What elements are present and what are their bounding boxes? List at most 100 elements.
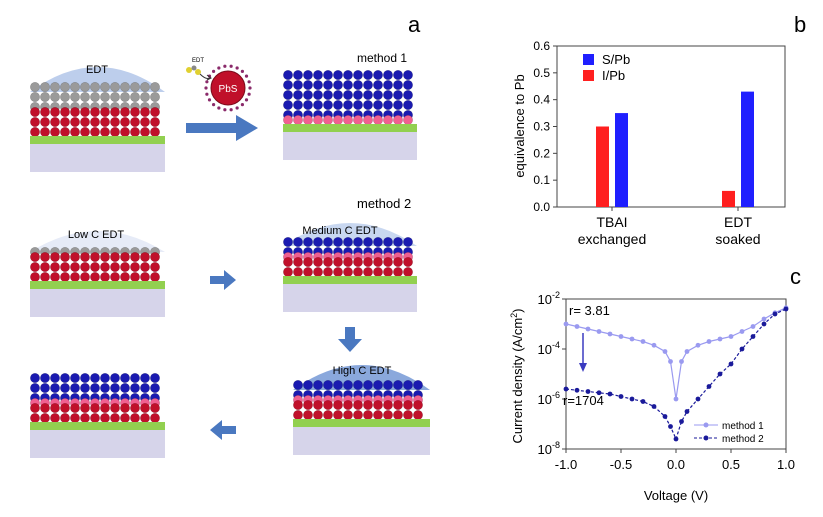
nanocrystal-dot [130, 252, 140, 262]
bar-y-axis-label: equivalence to Pb [512, 74, 527, 177]
nanocrystal-dot [313, 80, 323, 90]
green-layer [283, 124, 417, 132]
iv-point-method-1 [706, 339, 712, 344]
nanocrystal-dot [403, 115, 413, 125]
nanocrystal-dot [50, 82, 60, 92]
nanocrystal-dot [383, 115, 393, 125]
nanocrystal-dot [383, 90, 393, 100]
iv-point-method-2 [668, 424, 673, 429]
arrow-down-method2 [338, 327, 362, 352]
nanocrystal-dot [130, 272, 140, 282]
medium-c-edt-label: Medium C EDT [302, 225, 377, 237]
bar-category-label: exchanged [578, 231, 647, 247]
ligand-dot [211, 69, 216, 73]
nanocrystal-dot [313, 267, 323, 277]
nanocrystal-dot [323, 80, 333, 90]
green-layer [30, 422, 165, 430]
nanocrystal-dot [40, 403, 50, 413]
nanocrystal-dot [303, 70, 313, 80]
bar-category-label: EDT [724, 214, 752, 230]
nanocrystal-dot [393, 70, 403, 80]
nanocrystal-dot [110, 272, 120, 282]
nanocrystal-dot [120, 403, 130, 413]
nanocrystal-dot [110, 403, 120, 413]
pbs-core [210, 70, 246, 106]
nanocrystal-dot [323, 400, 333, 410]
nanocrystal-dot [283, 90, 293, 100]
nanocrystal-dot [303, 410, 313, 420]
ligand-dot [204, 86, 208, 90]
iv-point-method-2 [739, 346, 745, 352]
iv-point-method-1 [607, 331, 613, 337]
nanocrystal-dot [100, 252, 110, 262]
nanocrystal-dot [313, 410, 323, 420]
nanocrystal-dot [150, 272, 160, 282]
nanocrystal-dot [80, 127, 90, 137]
nanocrystal-dot [30, 383, 40, 393]
nanocrystal-dot [293, 90, 303, 100]
nanocrystal-dot [303, 90, 313, 100]
nanocrystal-dot [373, 380, 383, 390]
nanocrystal-dot [120, 383, 130, 393]
nanocrystal-dot [373, 80, 383, 90]
nanocrystal-dot [40, 107, 50, 117]
nanocrystal-dot [333, 80, 343, 90]
nanocrystal-dot [353, 410, 363, 420]
nanocrystal-dot [313, 70, 323, 80]
iv-x-ticks: -1.0 -0.5 0.0 0.5 1.0 [555, 449, 795, 472]
nanocrystal-dot [333, 380, 343, 390]
nanocrystal-dot [150, 252, 160, 262]
nanocrystal-dot [120, 272, 130, 282]
nanocrystal-dot [353, 257, 363, 267]
nanocrystal-dot [313, 90, 323, 100]
iv-x-tick-label: 0.0 [667, 457, 685, 472]
nanocrystal-dot [373, 90, 383, 100]
nanocrystal-dot [363, 237, 373, 247]
nanocrystal-dot [80, 252, 90, 262]
legend-method1: method 1 [722, 421, 764, 432]
iv-point-method-2 [673, 436, 679, 442]
nanocrystal-dot [303, 100, 313, 110]
legend-swatch-i-pb [583, 70, 594, 81]
nanocrystal-dot [130, 117, 140, 127]
nanocrystal-dot [333, 257, 343, 267]
nanocrystal-dot [40, 127, 50, 137]
nanocrystal-dot [70, 413, 80, 423]
nanocrystal-dot [80, 272, 90, 282]
nanocrystal-dot [313, 115, 323, 125]
nanocrystal-dot [50, 117, 60, 127]
nanocrystal-dot [70, 92, 80, 102]
nanocrystal-dot [50, 92, 60, 102]
nanocrystal-dot [90, 413, 100, 423]
ligand-dot [229, 108, 233, 112]
iv-point-method-2 [618, 394, 624, 399]
nanocrystal-dot [30, 117, 40, 127]
nanocrystal-dot [30, 107, 40, 117]
iv-x-tick-label: -1.0 [555, 457, 577, 472]
nanocrystal-dot [293, 380, 303, 390]
nanocrystal-dot [283, 80, 293, 90]
nanocrystal-dot [140, 117, 150, 127]
edt-small-label: EDT [192, 58, 204, 64]
nanocrystal-dot [323, 257, 333, 267]
nanocrystal-dot [140, 107, 150, 117]
green-layer [293, 419, 430, 427]
nanocrystal-dot [60, 127, 70, 137]
nanocrystal-dot [140, 373, 150, 383]
nanocrystal-dot [403, 400, 413, 410]
annotation-arrow [579, 333, 587, 372]
nanocrystal-dot [70, 383, 80, 393]
nanocrystal-dot [353, 90, 363, 100]
bar-category-label: TBAI [596, 214, 627, 230]
nanocrystal-dot [50, 373, 60, 383]
nanocrystal-dot [130, 383, 140, 393]
nanocrystal-dot [110, 252, 120, 262]
iv-point-method-1 [750, 324, 756, 329]
nanocrystal-dot [130, 92, 140, 102]
iv-y-tick-label: 10-4 [538, 340, 560, 357]
nanocrystal-dot [353, 380, 363, 390]
nanocrystal-dot [140, 92, 150, 102]
iv-point-method-1 [662, 349, 668, 354]
ligand-dot [247, 92, 251, 96]
